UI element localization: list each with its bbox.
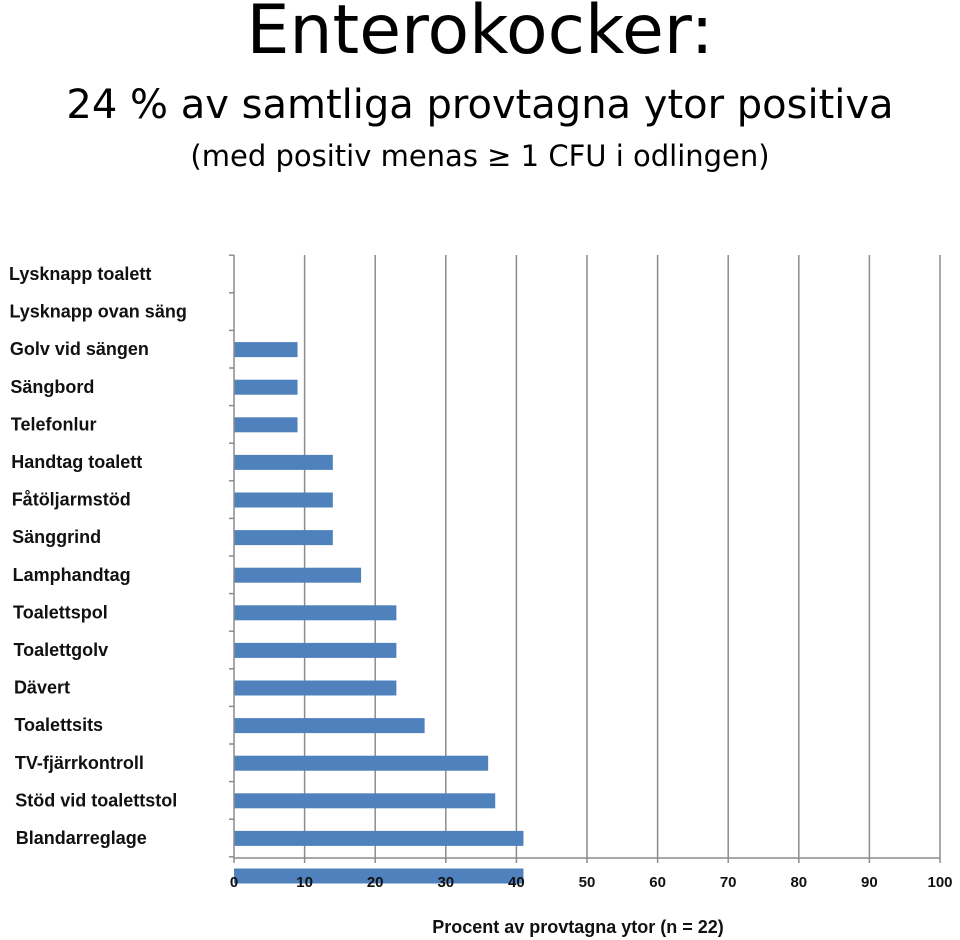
category-label: Fåtöljarmstöd [12, 490, 131, 510]
category-label: Sänggrind [12, 527, 101, 547]
x-tick-label: 0 [230, 874, 238, 891]
category-label: Stöd vid toalettstol [15, 790, 177, 810]
bar [234, 342, 298, 358]
bar [234, 830, 524, 846]
bar [234, 492, 333, 508]
bar [234, 417, 298, 433]
grid-lines [303, 255, 941, 858]
category-label: Toalettspol [13, 602, 108, 622]
page-note: (med positiv menas ≥ 1 CFU i odlingen) [190, 139, 770, 173]
category-label: Lysknapp ovan säng [9, 302, 186, 322]
category-label: Lamphandtag [13, 565, 131, 585]
category-label: TV-fjärrkontroll [15, 753, 144, 773]
bar [234, 680, 397, 696]
x-tick-label: 80 [790, 874, 807, 891]
category-label: Sängbord [10, 377, 94, 397]
bars [234, 342, 524, 884]
tick-labels: 0 10 20 30 40 50 60 70 80 90 100 [230, 874, 953, 891]
bar [234, 755, 489, 771]
category-label: Handtag toalett [11, 452, 142, 472]
x-tick-label: 20 [367, 874, 384, 891]
bar [234, 454, 333, 470]
x-tick-label: 30 [437, 874, 454, 891]
page-subtitle: 24 % av samtliga provtagna ytor positiva [66, 82, 894, 128]
category-label: Toalettsits [14, 715, 103, 735]
category-label: Lysknapp toalett [9, 264, 151, 284]
category-label: Blandarreglage [16, 828, 147, 848]
x-tick-label: 60 [649, 874, 666, 891]
bar [234, 530, 333, 546]
bar [234, 642, 397, 658]
x-tick-label: 70 [720, 874, 737, 891]
category-label: Golv vid sängen [10, 339, 149, 359]
bar [234, 605, 397, 621]
bar [234, 718, 425, 734]
category-label: Toalettgolv [14, 640, 109, 660]
bar [234, 793, 496, 809]
x-axis-title: Procent av provtagna ytor (n = 22) [432, 917, 724, 937]
page-title: Enterokocker: [246, 0, 714, 70]
bar [234, 868, 524, 884]
bar [234, 567, 362, 583]
x-tick-label: 90 [861, 874, 878, 891]
x-tick-label: 40 [508, 874, 525, 891]
x-tick-label: 50 [579, 874, 596, 891]
x-tick-label: 10 [296, 874, 313, 891]
axes [229, 254, 941, 863]
x-tick-label: 100 [927, 874, 952, 891]
bar [234, 379, 298, 395]
category-label: Dävert [14, 678, 70, 698]
category-labels: Lysknapp toalett Lysknapp ovan säng Golv v… [9, 264, 187, 848]
category-label: Telefonlur [11, 414, 97, 434]
